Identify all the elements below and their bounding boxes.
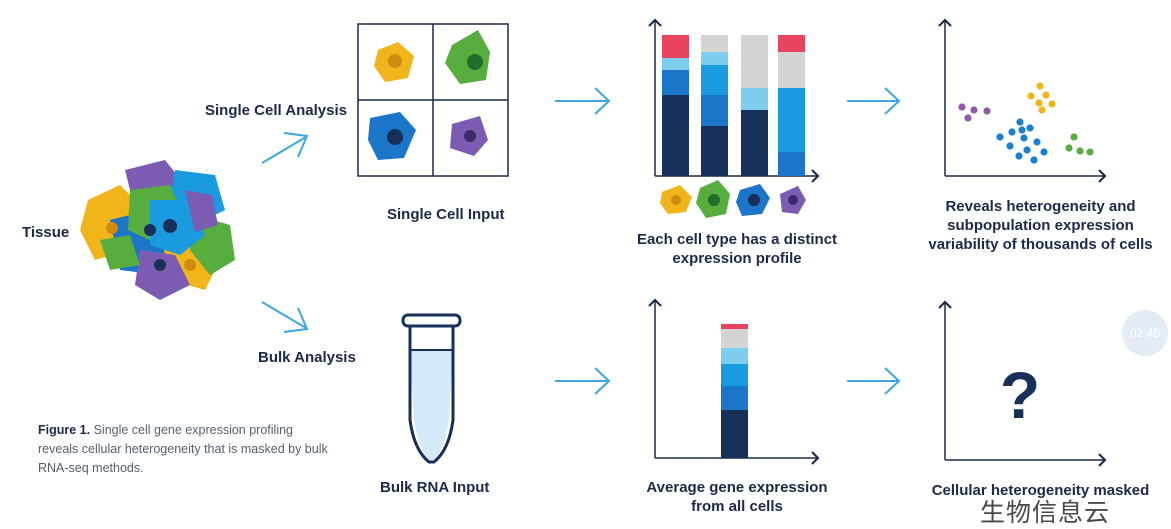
bar-2-segment-2 xyxy=(701,52,728,65)
flow-arrow-1 xyxy=(555,87,611,115)
flow-arrow-4 xyxy=(847,367,901,395)
bar-1-segment-2 xyxy=(662,58,689,70)
green-cell-icon xyxy=(445,30,490,84)
stacked-bars xyxy=(662,35,805,176)
bar-2-segment-4 xyxy=(701,95,728,126)
tissue-cluster-icon xyxy=(80,160,235,300)
bar-1-segment-3 xyxy=(662,70,689,95)
bulk-rna-tube-icon xyxy=(401,313,462,464)
flow-arrow-3 xyxy=(555,367,611,395)
scatter-points xyxy=(958,82,1094,164)
heterogeneity-masked-label: Cellular heterogeneity masked xyxy=(931,482,1150,499)
bar-2-segment-5 xyxy=(701,126,728,176)
bulk-rna-input-label: Bulk RNA Input xyxy=(380,479,490,496)
average-expression-label: Average gene expression from all cells xyxy=(646,479,828,515)
scatter-axes xyxy=(938,18,1107,183)
question-mark: ? xyxy=(1000,358,1040,432)
bar-1-segment-4 xyxy=(662,95,689,176)
bar-4-segment-3 xyxy=(778,88,805,152)
heterogeneity-label: Reveals heterogeneity and subpopulation … xyxy=(928,198,1153,253)
caption-bold: Figure 1. xyxy=(38,423,91,437)
cell-type-icons xyxy=(660,180,806,218)
bar-3-segment-1 xyxy=(741,35,768,88)
flow-arrow-2 xyxy=(847,87,901,115)
figure-caption: Figure 1. Single cell gene expression pr… xyxy=(38,421,328,478)
bar-3-segment-3 xyxy=(741,110,768,176)
watermark-text: 生物信息云 xyxy=(980,499,1111,527)
bar-4-segment-1 xyxy=(778,35,805,52)
tissue-label: Tissue xyxy=(22,224,70,241)
bar-3-segment-2 xyxy=(741,88,768,110)
bar-4-segment-2 xyxy=(778,52,805,88)
single-cell-analysis-label: Single Cell Analysis xyxy=(205,102,347,119)
caption-text: Single cell gene expression profiling re… xyxy=(38,423,328,475)
distinct-profile-label: Each cell type has a distinct expression… xyxy=(636,231,838,267)
video-timer-badge[interactable]: 02:48 xyxy=(1122,310,1168,356)
bar-4-segment-4 xyxy=(778,152,805,176)
bar-1-segment-1 xyxy=(662,35,689,58)
bulk-analysis-label: Bulk Analysis xyxy=(258,349,356,366)
bar-2-segment-3 xyxy=(701,65,728,95)
branch-arrow-up xyxy=(261,136,307,164)
single-cell-input-label: Single Cell Input xyxy=(387,206,505,223)
bar-2-segment-1 xyxy=(701,35,728,52)
single-cell-grid xyxy=(357,23,509,177)
masked-axes xyxy=(938,300,1107,467)
average-bar xyxy=(721,324,748,458)
branch-arrow-down xyxy=(261,301,307,329)
